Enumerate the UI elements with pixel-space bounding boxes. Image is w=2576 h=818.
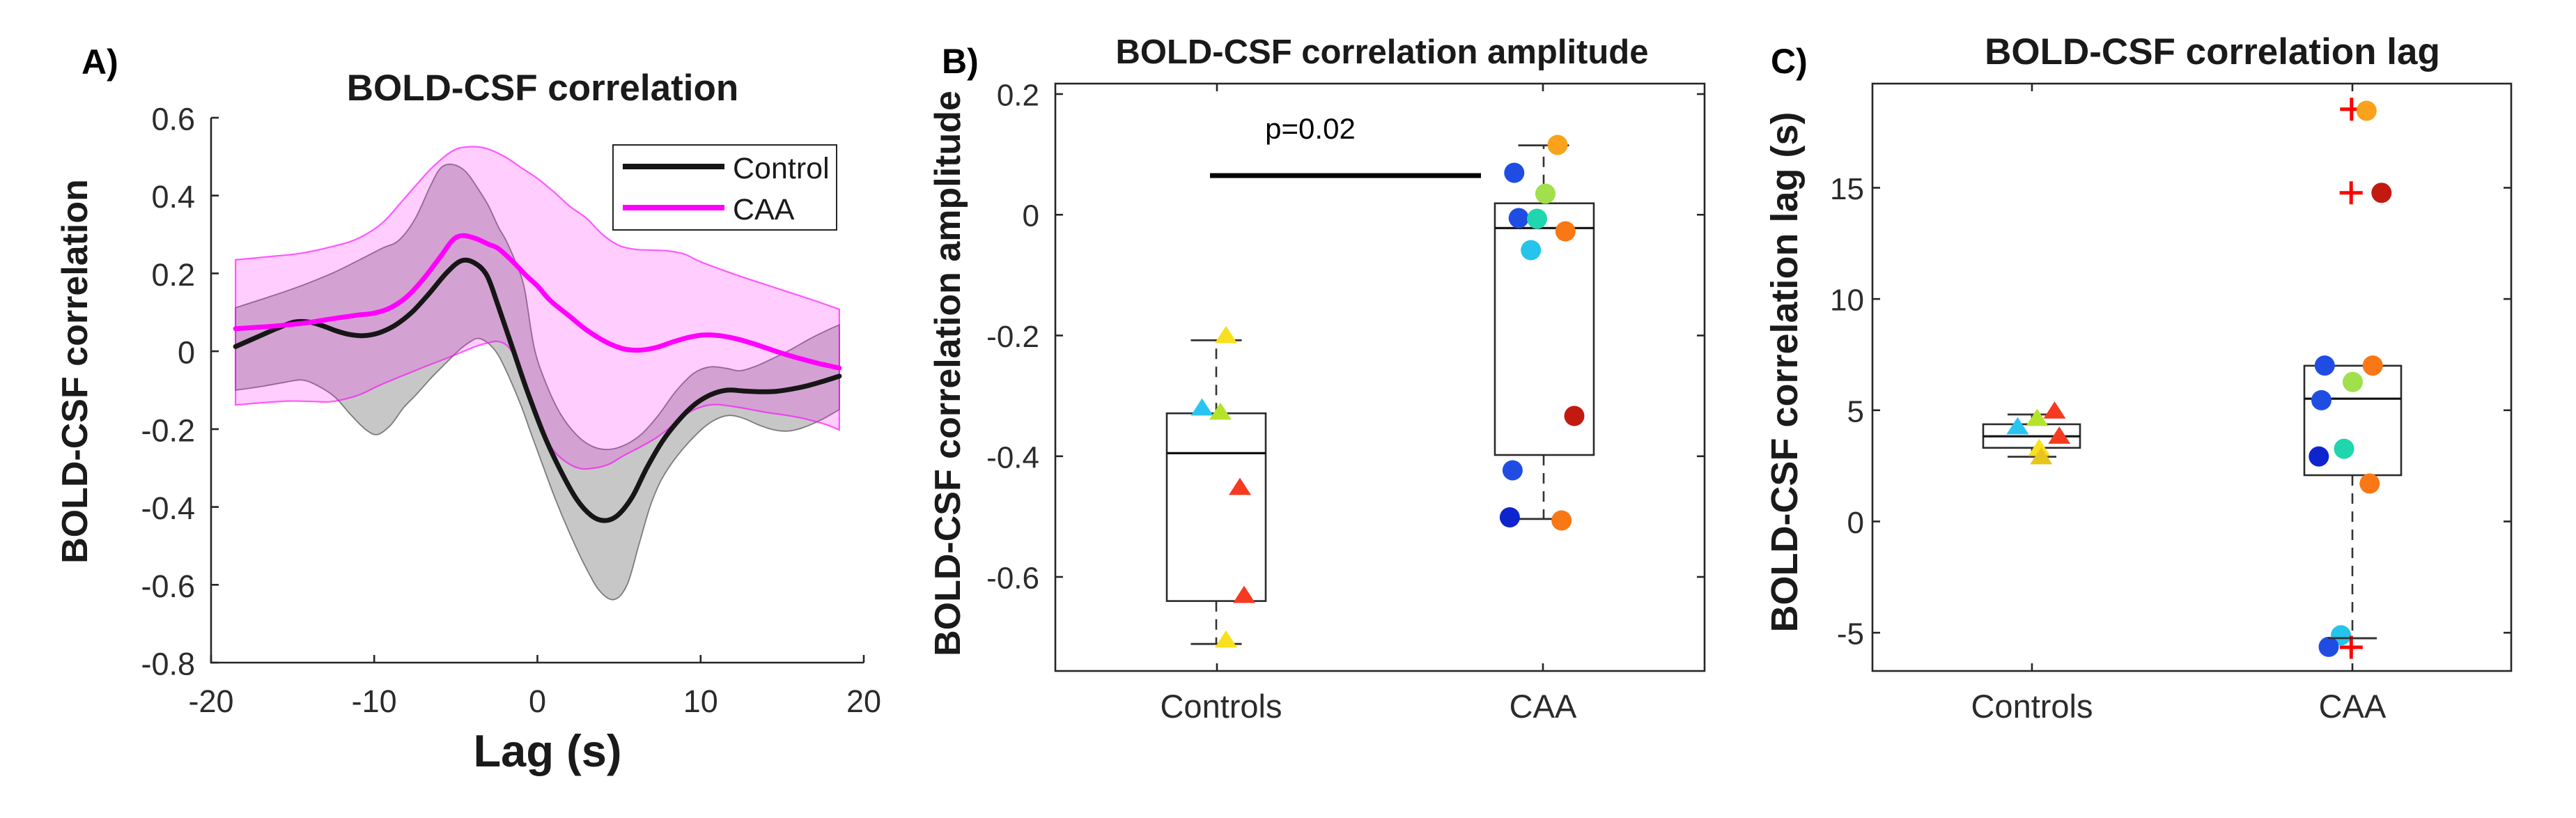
svg-text:-0.6: -0.6 xyxy=(141,569,195,604)
svg-text:10: 10 xyxy=(1830,284,1864,318)
svg-text:Controls: Controls xyxy=(1160,688,1282,725)
svg-text:CAA: CAA xyxy=(733,193,795,226)
svg-text:-0.4: -0.4 xyxy=(986,440,1039,474)
svg-text:0.4: 0.4 xyxy=(151,179,195,215)
svg-text:15: 15 xyxy=(1830,172,1864,206)
svg-text:BOLD-CSF correlation amplitude: BOLD-CSF correlation amplitude xyxy=(928,91,968,656)
svg-text:0: 0 xyxy=(1847,506,1864,540)
svg-text:BOLD-CSF correlation amplitude: BOLD-CSF correlation amplitude xyxy=(1115,33,1648,71)
svg-text:0.2: 0.2 xyxy=(997,79,1039,113)
svg-text:BOLD-CSF correlation: BOLD-CSF correlation xyxy=(347,68,738,109)
svg-text:0.6: 0.6 xyxy=(151,102,195,137)
svg-text:BOLD-CSF correlation lag (s): BOLD-CSF correlation lag (s) xyxy=(1764,111,1806,632)
svg-text:B): B) xyxy=(942,42,979,81)
svg-text:-20: -20 xyxy=(188,684,233,719)
svg-text:0.2: 0.2 xyxy=(151,257,195,293)
svg-text:0: 0 xyxy=(1023,199,1039,233)
svg-text:BOLD-CSF correlation: BOLD-CSF correlation xyxy=(55,179,95,564)
svg-text:-0.2: -0.2 xyxy=(986,320,1039,354)
svg-text:p=0.02: p=0.02 xyxy=(1265,112,1356,145)
svg-text:5: 5 xyxy=(1847,394,1864,429)
svg-text:-10: -10 xyxy=(352,684,397,719)
svg-text:-5: -5 xyxy=(1837,617,1864,651)
svg-text:Controls: Controls xyxy=(1971,688,2093,725)
svg-text:-0.2: -0.2 xyxy=(141,412,195,448)
svg-text:CAA: CAA xyxy=(1510,688,1577,725)
svg-text:C): C) xyxy=(1771,42,1808,81)
svg-text:10: 10 xyxy=(683,684,718,719)
svg-text:BOLD-CSF correlation lag: BOLD-CSF correlation lag xyxy=(1985,31,2440,72)
svg-text:CAA: CAA xyxy=(2319,688,2387,725)
svg-text:A): A) xyxy=(82,43,118,82)
svg-text:20: 20 xyxy=(846,684,881,719)
svg-text:-0.4: -0.4 xyxy=(141,491,195,526)
svg-text:-0.8: -0.8 xyxy=(141,647,195,682)
svg-text:0: 0 xyxy=(529,684,546,719)
svg-text:Lag (s): Lag (s) xyxy=(473,725,621,776)
svg-text:-0.6: -0.6 xyxy=(986,562,1039,596)
svg-text:Control: Control xyxy=(733,152,830,185)
svg-text:0: 0 xyxy=(178,335,195,371)
